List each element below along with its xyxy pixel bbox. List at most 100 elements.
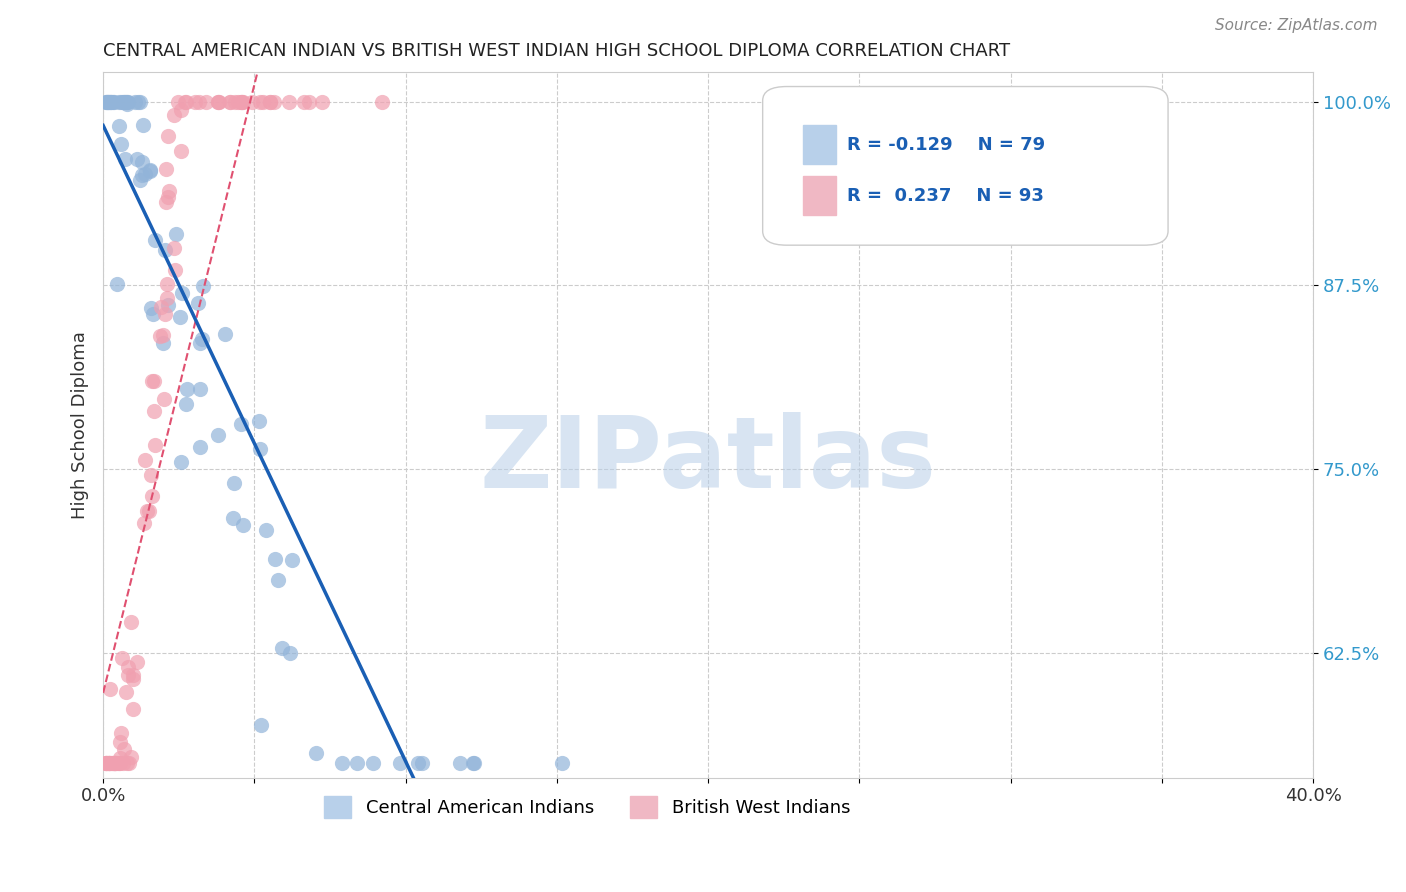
Point xyxy=(259,95,281,109)
Point xyxy=(117,95,139,109)
Point xyxy=(252,95,274,109)
Point xyxy=(346,756,368,770)
Point xyxy=(127,95,149,109)
Bar xyxy=(803,125,837,164)
Point xyxy=(98,95,121,109)
Point xyxy=(143,403,166,417)
Point xyxy=(110,95,132,109)
Point xyxy=(188,336,211,351)
Point xyxy=(134,516,156,530)
Point xyxy=(152,327,174,342)
Point xyxy=(163,108,186,122)
Point xyxy=(231,95,253,109)
Point xyxy=(163,241,186,255)
Point xyxy=(267,574,290,588)
Point xyxy=(174,397,197,411)
Point xyxy=(122,668,145,682)
Point xyxy=(170,455,193,469)
Point xyxy=(114,152,136,166)
Point xyxy=(100,682,122,697)
Point xyxy=(108,735,131,749)
Point xyxy=(170,145,193,159)
Point xyxy=(169,310,191,324)
Point xyxy=(250,718,273,732)
Point xyxy=(98,756,121,770)
Point xyxy=(107,756,129,770)
Point xyxy=(139,163,162,178)
Point xyxy=(114,95,136,109)
Point xyxy=(112,95,135,109)
Point xyxy=(143,438,166,452)
Text: R = -0.129    N = 79: R = -0.129 N = 79 xyxy=(848,136,1046,154)
Point xyxy=(305,746,328,760)
Point xyxy=(231,417,253,431)
Point xyxy=(173,95,195,109)
Point xyxy=(107,756,129,770)
Point xyxy=(208,95,231,109)
Bar xyxy=(803,176,837,215)
Point xyxy=(110,136,132,151)
Point xyxy=(115,95,138,109)
Point xyxy=(219,95,242,109)
Point xyxy=(96,756,118,770)
Point xyxy=(155,161,177,176)
Point xyxy=(100,95,122,109)
Point xyxy=(292,95,315,109)
Point xyxy=(152,336,174,351)
Point xyxy=(190,440,212,454)
Point xyxy=(371,95,394,109)
Point xyxy=(143,234,166,248)
Point xyxy=(115,97,138,112)
Point xyxy=(165,263,187,277)
Point xyxy=(96,95,118,109)
Point xyxy=(219,95,242,109)
Point xyxy=(157,184,180,198)
Point xyxy=(187,295,209,310)
Point xyxy=(115,684,138,698)
Point xyxy=(108,120,131,134)
Point xyxy=(98,95,121,109)
Point xyxy=(96,756,118,770)
Point xyxy=(112,742,135,756)
Point xyxy=(96,95,118,109)
Point xyxy=(115,756,138,770)
Point xyxy=(97,95,120,109)
Point xyxy=(152,392,174,406)
Point xyxy=(115,95,138,109)
Y-axis label: High School Diploma: High School Diploma xyxy=(72,331,89,519)
Point xyxy=(105,277,128,291)
Point xyxy=(103,95,125,109)
Point xyxy=(141,301,163,315)
Point xyxy=(176,382,198,396)
Point xyxy=(142,307,165,321)
Point xyxy=(131,168,153,182)
Point xyxy=(124,95,146,109)
Point xyxy=(134,168,156,182)
Point xyxy=(389,756,412,770)
Point xyxy=(298,95,321,109)
Point xyxy=(207,95,229,109)
Point xyxy=(118,756,141,770)
Point xyxy=(157,190,180,204)
Point xyxy=(103,756,125,770)
Point xyxy=(278,646,301,660)
Point xyxy=(259,95,281,109)
Point xyxy=(112,756,135,770)
Point xyxy=(138,504,160,518)
Point xyxy=(128,173,150,187)
Point xyxy=(449,756,471,770)
Point xyxy=(214,326,236,341)
Point xyxy=(117,667,139,681)
Point xyxy=(155,307,177,321)
Point xyxy=(240,95,263,109)
Point xyxy=(149,300,172,314)
Point xyxy=(194,95,217,109)
Point xyxy=(96,756,118,770)
Point xyxy=(361,756,384,770)
Point xyxy=(100,95,122,109)
Point xyxy=(156,298,179,312)
Point xyxy=(551,756,574,770)
Point xyxy=(226,95,249,109)
Point xyxy=(156,291,179,305)
Point xyxy=(156,129,179,144)
